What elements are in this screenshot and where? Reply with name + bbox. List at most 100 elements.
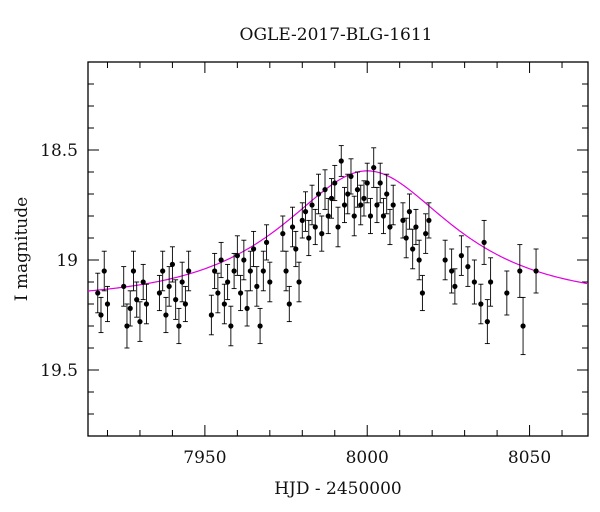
data-marker <box>169 261 176 267</box>
data-point <box>374 186 380 224</box>
data-marker <box>449 268 455 274</box>
data-point <box>423 213 429 254</box>
data-marker <box>312 224 318 230</box>
data-marker <box>267 279 273 285</box>
data-point <box>267 261 273 303</box>
data-marker <box>228 323 234 329</box>
data-marker <box>231 268 237 274</box>
data-point <box>309 184 315 226</box>
data-marker <box>283 268 289 274</box>
data-marker <box>309 202 315 208</box>
data-marker <box>98 312 104 318</box>
data-marker <box>332 180 338 186</box>
data-point <box>95 272 101 314</box>
data-point <box>481 219 487 265</box>
data-marker <box>95 290 101 296</box>
data-marker <box>374 202 380 208</box>
data-marker <box>442 257 448 263</box>
y-tick-label: 19 <box>56 251 78 271</box>
data-point <box>517 244 523 298</box>
data-marker <box>384 191 390 197</box>
data-marker <box>299 217 305 223</box>
data-point <box>225 263 231 301</box>
data-marker <box>367 213 374 219</box>
data-point <box>241 239 247 281</box>
data-point <box>478 283 484 325</box>
data-marker <box>484 319 490 325</box>
data-marker <box>225 279 231 285</box>
data-marker <box>250 246 257 252</box>
data-marker <box>166 283 172 289</box>
data-marker <box>377 180 383 186</box>
data-point <box>520 296 526 356</box>
data-point <box>283 250 289 292</box>
data-marker <box>452 283 458 289</box>
data-marker <box>208 312 214 318</box>
data-marker <box>520 323 526 329</box>
data-point <box>449 248 455 294</box>
data-point <box>315 173 322 215</box>
data-marker <box>400 217 406 223</box>
data-point <box>134 281 140 318</box>
data-marker <box>487 279 494 285</box>
data-marker <box>104 301 111 307</box>
data-marker <box>101 268 107 274</box>
data-point <box>319 215 325 252</box>
x-tick-label: 7950 <box>183 448 226 468</box>
data-marker <box>413 224 419 230</box>
data-point <box>419 274 426 312</box>
data-marker <box>137 319 143 325</box>
data-marker <box>124 323 130 329</box>
data-marker <box>173 297 179 303</box>
data-marker <box>390 202 396 208</box>
data-point <box>390 184 396 226</box>
data-marker <box>176 323 182 329</box>
data-point <box>410 228 416 270</box>
data-point <box>186 250 192 292</box>
data-point <box>335 206 341 248</box>
data-point <box>127 290 133 327</box>
data-point <box>348 158 354 195</box>
data-point <box>400 202 406 239</box>
data-marker <box>338 158 344 164</box>
data-marker <box>354 187 361 193</box>
data-marker <box>351 213 357 219</box>
data-point <box>312 208 318 246</box>
data-point <box>351 195 357 237</box>
data-point <box>104 285 111 323</box>
data-marker <box>458 253 464 259</box>
data-marker <box>130 268 137 274</box>
data-point <box>332 164 338 202</box>
data-point <box>384 173 390 215</box>
data-point <box>130 250 137 292</box>
y-axis-label: I magnitude <box>12 197 32 301</box>
data-point <box>263 224 270 261</box>
data-marker <box>423 231 429 237</box>
data-point <box>247 250 253 292</box>
data-point <box>364 162 370 204</box>
data-point <box>358 184 364 226</box>
data-point <box>228 305 234 347</box>
data-marker <box>257 323 263 329</box>
tick-labels: 7950 8000 8050 18.5 19 19.5 <box>40 141 551 468</box>
data-marker <box>315 191 322 197</box>
data-marker <box>348 173 354 179</box>
data-point <box>452 268 458 305</box>
data-marker <box>182 301 189 307</box>
data-point <box>250 230 257 268</box>
data-marker <box>280 231 286 237</box>
data-marker <box>237 290 244 296</box>
y-tick-label: 19.5 <box>40 361 78 381</box>
data-point <box>504 270 510 316</box>
data-marker <box>361 195 367 201</box>
data-point <box>458 235 464 276</box>
data-marker <box>156 290 163 296</box>
data-point <box>231 252 237 290</box>
data-marker <box>481 239 487 245</box>
data-point <box>208 294 214 336</box>
data-point <box>173 279 179 320</box>
data-point <box>361 180 367 217</box>
data-point <box>345 173 351 215</box>
data-point <box>416 239 422 281</box>
